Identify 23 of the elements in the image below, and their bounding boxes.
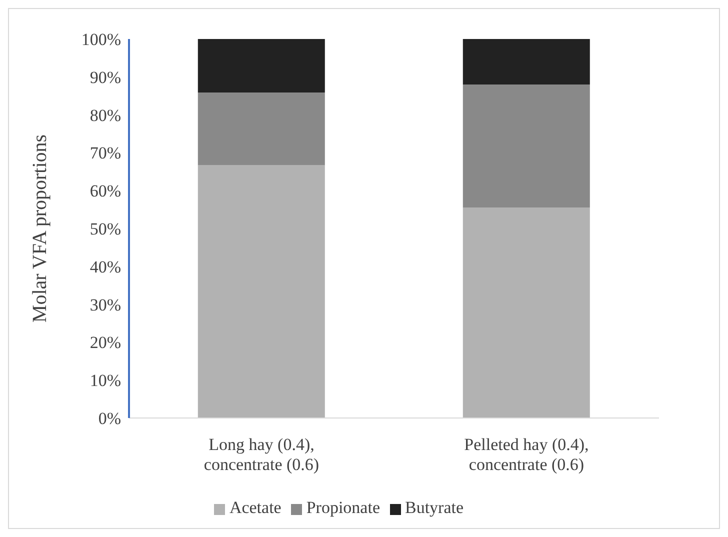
y-tick-label: 0% (98, 409, 121, 428)
y-tick-label: 30% (90, 295, 121, 314)
bar (198, 165, 325, 418)
bar (462, 84, 590, 208)
x-tick-label: Long hay (0.4), concentrate (0.6) (204, 435, 320, 474)
bar (462, 208, 590, 418)
y-tick-label: 70% (90, 144, 121, 163)
legend-label: Propionate (306, 498, 380, 517)
legend-label: Butyrate (405, 498, 464, 517)
y-tick-label: 100% (81, 30, 121, 50)
y-axis-title: Molar VFA proportions (29, 134, 52, 323)
bar (198, 92, 325, 166)
y-tick-label: 80% (90, 106, 121, 125)
bar (462, 39, 590, 84)
bar (198, 39, 325, 92)
y-tick-label: 60% (90, 182, 121, 201)
legend-label: Acetate (229, 498, 282, 517)
y-tick-label: 40% (90, 257, 121, 276)
y-tick-label: 50% (90, 220, 121, 239)
y-tick-label: 10% (90, 371, 121, 390)
x-tick-label: Pelleted hay (0.4), concentrate (0.6) (464, 435, 589, 474)
y-tick-label: 20% (90, 333, 121, 352)
y-tick-label: 90% (90, 68, 121, 87)
